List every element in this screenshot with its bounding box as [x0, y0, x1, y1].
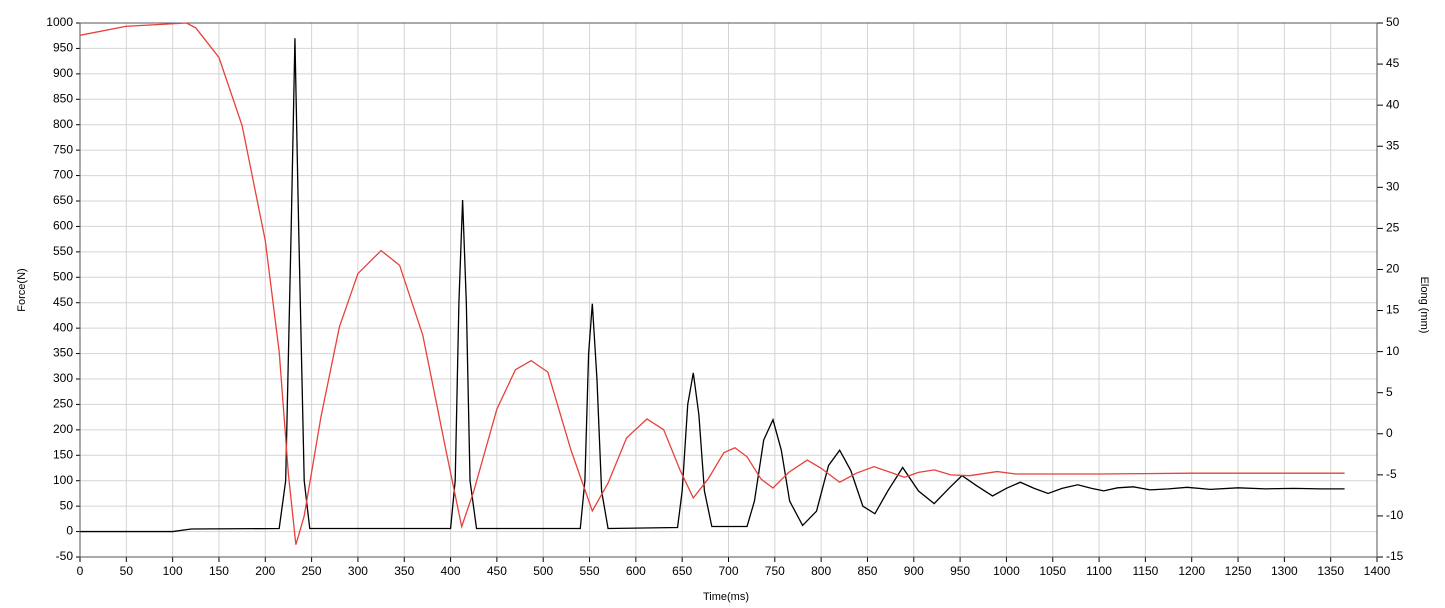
- x-tick-label: 1400: [1364, 564, 1391, 578]
- y-tick-label: 700: [53, 168, 73, 182]
- y-tick-label: 950: [53, 41, 73, 55]
- y2-tick-label: 25: [1386, 221, 1400, 235]
- x-tick-label: 1350: [1317, 564, 1344, 578]
- x-tick-label: 700: [718, 564, 738, 578]
- y-tick-label: 400: [53, 320, 73, 334]
- y2-axis-title: Elong (mm): [1418, 277, 1430, 334]
- y-tick-label: 800: [53, 117, 73, 131]
- y2-tick-label: 0: [1386, 426, 1393, 440]
- y2-tick-label: -10: [1386, 508, 1404, 522]
- x-tick-label: 500: [533, 564, 553, 578]
- x-tick-label: 1050: [1039, 564, 1066, 578]
- y2-tick-label: 45: [1386, 56, 1400, 70]
- x-tick-label: 400: [441, 564, 461, 578]
- y2-tick-label: 35: [1386, 138, 1400, 152]
- x-tick-label: 150: [209, 564, 229, 578]
- y2-tick-label: 30: [1386, 179, 1400, 193]
- y2-tick-label: 5: [1386, 385, 1393, 399]
- y2-tick-label: 20: [1386, 262, 1400, 276]
- x-tick-label: 200: [255, 564, 275, 578]
- y-tick-label: 450: [53, 295, 73, 309]
- x-tick-label: 650: [672, 564, 692, 578]
- y-tick-label: 50: [60, 498, 74, 512]
- y-tick-label: 350: [53, 346, 73, 360]
- y-tick-label: 0: [66, 524, 73, 538]
- x-axis-title: Time(ms): [703, 591, 749, 603]
- y-tick-label: 600: [53, 219, 73, 233]
- data-line: [80, 38, 1345, 533]
- y-tick-label: 250: [53, 397, 73, 411]
- x-tick-label: 850: [857, 564, 877, 578]
- x-tick-label: 1150: [1132, 564, 1158, 578]
- y-tick-label: 500: [53, 269, 73, 283]
- y-tick-label: 550: [53, 244, 73, 258]
- x-tick-label: 250: [302, 564, 322, 578]
- x-tick-label: 900: [904, 564, 924, 578]
- y-tick-label: 100: [53, 473, 73, 487]
- y2-tick-label: 50: [1386, 15, 1400, 29]
- y-tick-label: 850: [53, 91, 73, 105]
- y-axis-title: Force(N): [16, 268, 28, 311]
- x-tick-label: 1200: [1178, 564, 1205, 578]
- y2-tick-label: -5: [1386, 467, 1397, 481]
- x-tick-label: 450: [487, 564, 507, 578]
- y-tick-label: -50: [56, 549, 74, 563]
- x-tick-label: 0: [77, 564, 84, 578]
- y-tick-label: 150: [53, 447, 73, 461]
- y-tick-label: 650: [53, 193, 73, 207]
- y-tick-label: 1000: [46, 15, 73, 29]
- y2-tick-label: 15: [1386, 303, 1400, 317]
- x-tick-label: 1250: [1225, 564, 1252, 578]
- x-tick-label: 1000: [993, 564, 1020, 578]
- x-tick-label: 300: [348, 564, 368, 578]
- x-tick-label: 800: [811, 564, 831, 578]
- y2-tick-label: 10: [1386, 344, 1400, 358]
- y-tick-label: 750: [53, 142, 73, 156]
- x-tick-label: 350: [394, 564, 414, 578]
- plot-frame: [79, 22, 1378, 558]
- x-tick-label: 50: [120, 564, 134, 578]
- y2-tick-label: 40: [1386, 97, 1400, 111]
- x-tick-label: 100: [163, 564, 183, 578]
- y-tick-label: 900: [53, 66, 73, 80]
- data-line: [79, 22, 1345, 545]
- x-tick-label: 550: [580, 564, 600, 578]
- x-tick-label: 1100: [1086, 564, 1112, 578]
- x-tick-label: 1300: [1271, 564, 1298, 578]
- y2-tick-label: -15: [1386, 549, 1404, 563]
- y-tick-label: 200: [53, 422, 73, 436]
- x-tick-label: 950: [950, 564, 970, 578]
- x-tick-label: 600: [626, 564, 646, 578]
- x-tick-label: 750: [765, 564, 785, 578]
- y-tick-label: 300: [53, 371, 73, 385]
